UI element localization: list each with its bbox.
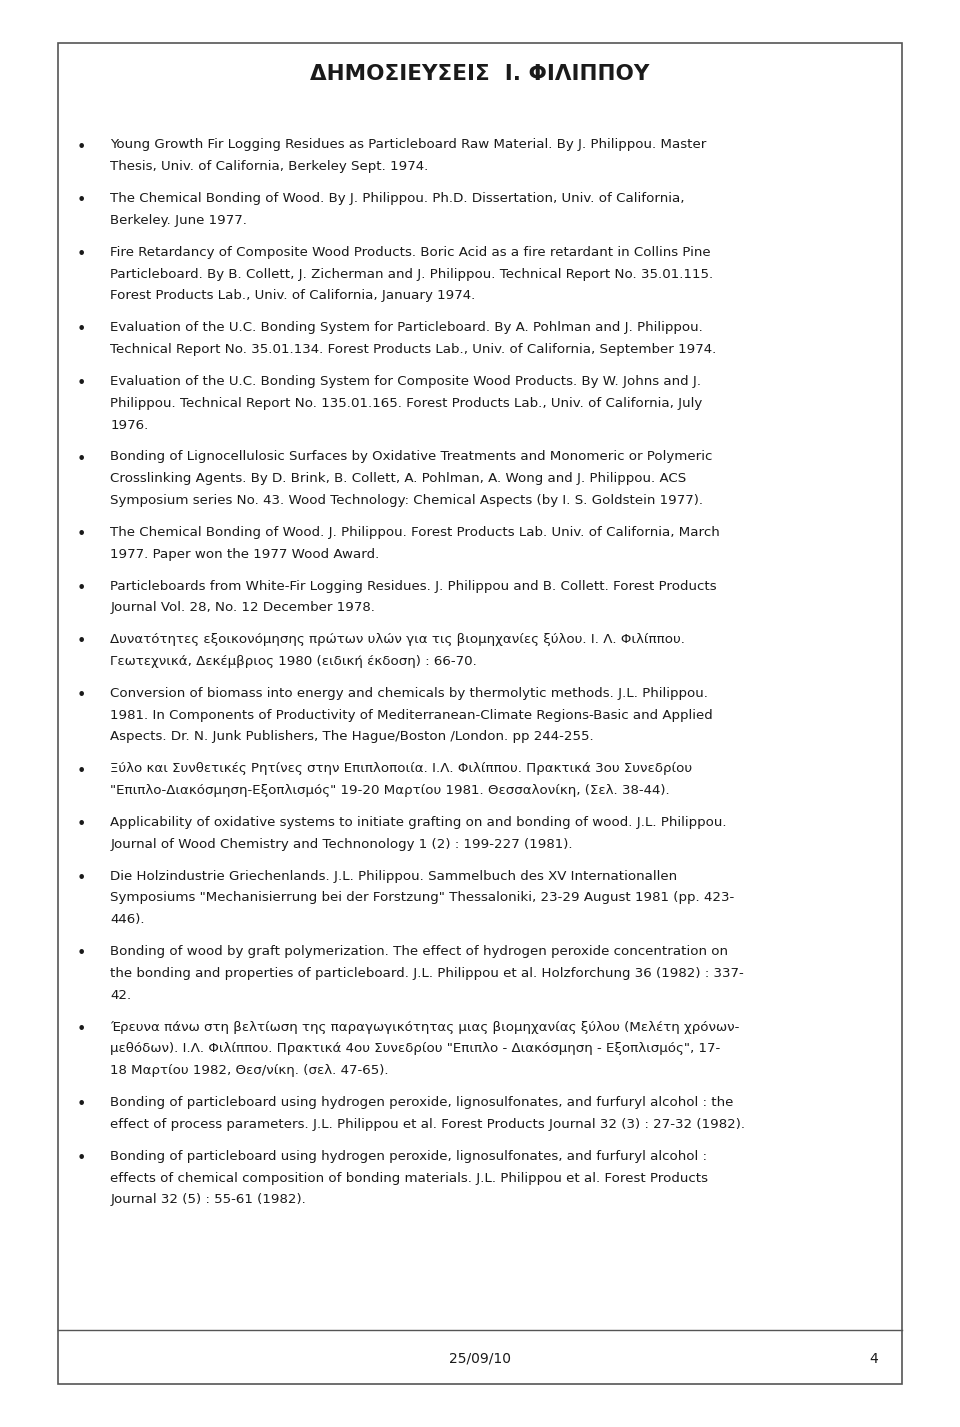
Text: Particleboards from White-Fir Logging Residues. J. Philippou and B. Collett. For: Particleboards from White-Fir Logging Re…	[110, 579, 717, 592]
Text: Evaluation of the U.C. Bonding System for Particleboard. By A. Pohlman and J. Ph: Evaluation of the U.C. Bonding System fo…	[110, 321, 704, 334]
Text: Bonding of particleboard using hydrogen peroxide, lignosulfonates, and furfuryl : Bonding of particleboard using hydrogen …	[110, 1150, 708, 1163]
Text: •: •	[77, 581, 86, 595]
Text: •: •	[77, 688, 86, 704]
Text: Applicability of oxidative systems to initiate grafting on and bonding of wood. : Applicability of oxidative systems to in…	[110, 816, 727, 829]
Text: Technical Report No. 35.01.134. Forest Products Lab., Univ. of California, Septe: Technical Report No. 35.01.134. Forest P…	[110, 342, 717, 357]
Text: Thesis, Univ. of California, Berkeley Sept. 1974.: Thesis, Univ. of California, Berkeley Se…	[110, 160, 429, 173]
Text: •: •	[77, 1152, 86, 1166]
Text: •: •	[77, 323, 86, 337]
Bar	[58, 43, 902, 1384]
Text: Particleboard. By B. Collett, J. Zicherman and J. Philippou. Technical Report No: Particleboard. By B. Collett, J. Zicherm…	[110, 268, 713, 281]
Text: Bonding of Lignocellulosic Surfaces by Oxidative Treatments and Monomeric or Pol: Bonding of Lignocellulosic Surfaces by O…	[110, 451, 712, 464]
Text: 4: 4	[869, 1351, 878, 1366]
Text: Journal 32 (5) : 55-61 (1982).: Journal 32 (5) : 55-61 (1982).	[110, 1193, 306, 1206]
Text: Die Holzindustrie Griechenlands. J.L. Philippou. Sammelbuch des XV International: Die Holzindustrie Griechenlands. J.L. Ph…	[110, 869, 678, 883]
Text: •: •	[77, 527, 86, 542]
Text: Journal Vol. 28, No. 12 December 1978.: Journal Vol. 28, No. 12 December 1978.	[110, 601, 375, 615]
Text: effects of chemical composition of bonding materials. J.L. Philippou et al. Fore: effects of chemical composition of bondi…	[110, 1172, 708, 1184]
Text: 25/09/10: 25/09/10	[449, 1351, 511, 1366]
Text: Evaluation of the U.C. Bonding System for Composite Wood Products. By W. Johns a: Evaluation of the U.C. Bonding System fo…	[110, 375, 702, 388]
Text: Aspects. Dr. N. Junk Publishers, The Hague/Boston /London. pp 244-255.: Aspects. Dr. N. Junk Publishers, The Hag…	[110, 731, 594, 743]
Text: ΔΗΜΟΣΙΕΥΣΕΙΣ  Ι. ΦΙΛΙΠΠΟΥ: ΔΗΜΟΣΙΕΥΣΕΙΣ Ι. ΦΙΛΙΠΠΟΥ	[310, 64, 650, 84]
Text: effect of process parameters. J.L. Philippou et al. Forest Products Journal 32 (: effect of process parameters. J.L. Phili…	[110, 1117, 746, 1132]
Text: •: •	[77, 377, 86, 391]
Text: Bonding of wood by graft polymerization. The effect of hydrogen peroxide concent: Bonding of wood by graft polymerization.…	[110, 945, 729, 958]
Text: •: •	[77, 451, 86, 467]
Text: •: •	[77, 140, 86, 154]
Text: •: •	[77, 946, 86, 962]
Text: 18 Μαρτίου 1982, Θεσ/νίκη. (σελ. 47-65).: 18 Μαρτίου 1982, Θεσ/νίκη. (σελ. 47-65).	[110, 1065, 389, 1077]
Text: Journal of Wood Chemistry and Technonology 1 (2) : 199-227 (1981).: Journal of Wood Chemistry and Technonolo…	[110, 838, 573, 850]
Text: Crosslinking Agents. By D. Brink, B. Collett, A. Pohlman, A. Wong and J. Philipp: Crosslinking Agents. By D. Brink, B. Col…	[110, 472, 686, 485]
Text: Symposium series No. 43. Wood Technology: Chemical Aspects (by I. S. Goldstein 1: Symposium series No. 43. Wood Technology…	[110, 494, 704, 507]
Text: Berkeley. June 1977.: Berkeley. June 1977.	[110, 214, 248, 227]
Text: μεθόδων). Ι.Λ. Φιλίππου. Πρακτικά 4ου Συνεδρίου "Επιπλο - Διακόσμηση - Εξοπλισμό: μεθόδων). Ι.Λ. Φιλίππου. Πρακτικά 4ου Συ…	[110, 1042, 721, 1056]
Text: •: •	[77, 247, 86, 263]
Text: •: •	[77, 1097, 86, 1112]
Text: Γεωτεχνικά, Δεκέμβριος 1980 (ειδική έκδοση) : 66-70.: Γεωτεχνικά, Δεκέμβριος 1980 (ειδική έκδο…	[110, 655, 477, 668]
Text: •: •	[77, 1022, 86, 1037]
Text: Philippou. Technical Report No. 135.01.165. Forest Products Lab., Univ. of Calif: Philippou. Technical Report No. 135.01.1…	[110, 397, 703, 410]
Text: Δυνατότητες εξοικονόμησης πρώτων υλών για τις βιομηχανίες ξύλου. Ι. Λ. Φιλίππου.: Δυνατότητες εξοικονόμησης πρώτων υλών γι…	[110, 634, 685, 646]
Text: Bonding of particleboard using hydrogen peroxide, lignosulfonates, and furfuryl : Bonding of particleboard using hydrogen …	[110, 1096, 733, 1109]
Text: the bonding and properties of particleboard. J.L. Philippou et al. Holzforchung : the bonding and properties of particlebo…	[110, 968, 744, 980]
Text: •: •	[77, 818, 86, 832]
Text: Young Growth Fir Logging Residues as Particleboard Raw Material. By J. Philippou: Young Growth Fir Logging Residues as Par…	[110, 138, 707, 151]
Text: The Chemical Bonding of Wood. J. Philippou. Forest Products Lab. Univ. of Califo: The Chemical Bonding of Wood. J. Philipp…	[110, 525, 720, 539]
Text: 446).: 446).	[110, 913, 145, 926]
Text: •: •	[77, 763, 86, 779]
Text: 1977. Paper won the 1977 Wood Award.: 1977. Paper won the 1977 Wood Award.	[110, 548, 380, 561]
Text: "Επιπλο-Διακόσμηση-Εξοπλισμός" 19-20 Μαρτίου 1981. Θεσσαλονίκη, (Σελ. 38-44).: "Επιπλο-Διακόσμηση-Εξοπλισμός" 19-20 Μαρ…	[110, 783, 670, 798]
Text: •: •	[77, 193, 86, 208]
Text: Forest Products Lab., Univ. of California, January 1974.: Forest Products Lab., Univ. of Californi…	[110, 290, 476, 303]
Text: Fire Retardancy of Composite Wood Products. Boric Acid as a fire retardant in Co: Fire Retardancy of Composite Wood Produc…	[110, 245, 711, 258]
Text: 42.: 42.	[110, 989, 132, 1002]
Text: •: •	[77, 870, 86, 886]
Text: Έρευνα πάνω στη βελτίωση της παραγωγικότητας μιας βιομηχανίας ξύλου (Μελέτη χρόν: Έρευνα πάνω στη βελτίωση της παραγωγικότ…	[110, 1020, 740, 1033]
Text: Symposiums "Mechanisierrung bei der Forstzung" Thessaloniki, 23-29 August 1981 (: Symposiums "Mechanisierrung bei der Fors…	[110, 892, 734, 905]
Text: Conversion of biomass into energy and chemicals by thermolytic methods. J.L. Phi: Conversion of biomass into energy and ch…	[110, 686, 708, 699]
Text: 1981. In Components of Productivity of Mediterranean-Climate Regions-Basic and A: 1981. In Components of Productivity of M…	[110, 709, 713, 722]
Text: Ξύλο και Συνθετικές Ρητίνες στην Επιπλοποιία. Ι.Λ. Φιλίππου. Πρακτικά 3ου Συνεδρ: Ξύλο και Συνθετικές Ρητίνες στην Επιπλοπ…	[110, 762, 692, 775]
Text: The Chemical Bonding of Wood. By J. Philippou. Ph.D. Dissertation, Univ. of Cali: The Chemical Bonding of Wood. By J. Phil…	[110, 193, 684, 205]
Text: •: •	[77, 635, 86, 649]
Text: 1976.: 1976.	[110, 418, 149, 431]
